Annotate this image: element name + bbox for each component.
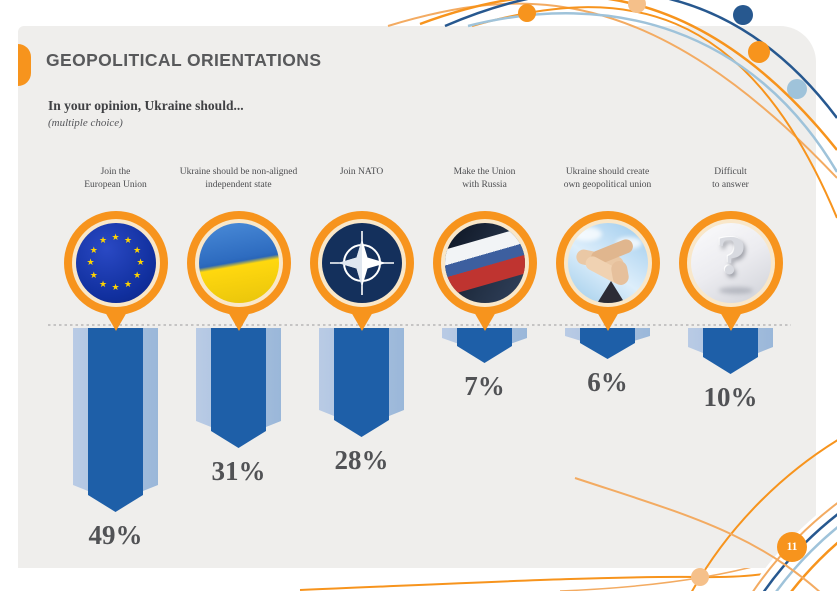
category-label: Difficult to answer: [669, 166, 792, 211]
ukraine-flag-icon: [198, 223, 279, 303]
category-label-line: independent state: [205, 179, 272, 190]
category-label: Ukraine should create own geopolitical un…: [546, 166, 669, 211]
eu-star-icon: ★: [89, 244, 98, 255]
eu-star-icon: ★: [98, 235, 108, 246]
category-label-line: with Russia: [462, 179, 507, 190]
category-label: Join the European Union: [54, 166, 177, 211]
content-panel: GEOPOLITICAL ORIENTATIONS In your opinio…: [18, 26, 816, 568]
page-number-badge: 11: [777, 532, 807, 562]
category-label: Join NATO: [300, 166, 423, 211]
pin-image: [198, 223, 279, 303]
value-label: 7%: [464, 371, 505, 401]
eu-star-icon: ★: [123, 235, 133, 246]
bar-3: [334, 328, 389, 437]
chart-column: Ukraine should create own geopolitical un…: [546, 166, 669, 331]
pin-circle: ?: [678, 211, 783, 315]
icon-pin: [309, 211, 414, 331]
cloud-shape: [571, 227, 602, 241]
pin-image: [567, 223, 648, 303]
category-label-line: Difficult: [714, 167, 747, 177]
chart-column: Ukraine should be non-aligned independent…: [177, 166, 300, 331]
value-label: 10%: [703, 382, 758, 412]
pin-pointer: [473, 312, 496, 331]
russia-flag-icon: [444, 223, 525, 303]
icon-pin: [555, 211, 660, 331]
nato-emblem-icon: [321, 223, 402, 303]
icon-pin: [186, 211, 291, 331]
pin-pointer: [596, 312, 619, 331]
question-mark-icon: ?: [690, 223, 771, 303]
pin-image: ★ ★ ★ ★ ★ ★ ★ ★ ★ ★ ★ ★: [75, 223, 156, 303]
pin-circle: [432, 211, 537, 315]
suit-shape: [595, 281, 626, 303]
category-label: Make the Union with Russia: [423, 166, 546, 211]
question-mark-glyph: ?: [716, 227, 746, 286]
pin-circle: [186, 211, 291, 315]
question-mark-shadow: [718, 287, 753, 294]
eu-star-icon: ★: [111, 232, 120, 242]
icon-pin: [432, 211, 537, 331]
category-label-line: Ukraine should create: [565, 167, 650, 177]
question-text: In your opinion, Ukraine should...: [48, 98, 244, 113]
bar-4: [457, 328, 512, 363]
pin-image: ?: [690, 223, 771, 303]
bar-1: [88, 328, 143, 512]
eu-star-icon: ★: [133, 269, 142, 280]
chart-columns: Join the European Union ★ ★ ★ ★ ★ ★ ★ ★ ★ ★ ★ ★ Ukrain…: [54, 166, 792, 331]
hands-stacked-icon: [567, 223, 648, 303]
orange-accent-shape: [18, 44, 31, 86]
value-label: 49%: [88, 520, 143, 550]
pin-pointer: [719, 312, 742, 331]
pin-pointer: [104, 312, 127, 331]
value-label: 6%: [587, 367, 628, 397]
eu-flag-icon: ★ ★ ★ ★ ★ ★ ★ ★ ★ ★ ★ ★: [75, 223, 156, 303]
eu-star-icon: ★: [133, 244, 142, 255]
pin-image: [321, 223, 402, 303]
value-label: 28%: [334, 445, 389, 475]
pin-image: [444, 223, 525, 303]
pin-circle: [309, 211, 414, 315]
decor-dot: [691, 568, 709, 586]
question-note: (multiple choice): [48, 117, 123, 129]
eu-star-icon: ★: [111, 282, 120, 292]
icon-pin: ?: [678, 211, 783, 331]
category-label-line: Make the Union: [453, 167, 516, 177]
chart-column: Join the European Union ★ ★ ★ ★ ★ ★ ★ ★ ★ ★ ★ ★: [54, 166, 177, 331]
russia-flag-stripes: [444, 226, 525, 296]
bar-5: [580, 328, 635, 359]
chart-column: Difficult to answer?: [669, 166, 792, 331]
category-label-line: Join NATO: [339, 167, 384, 177]
chart-column: Make the Union with Russia: [423, 166, 546, 331]
page-title: GEOPOLITICAL ORIENTATIONS: [46, 50, 322, 70]
eu-star-icon: ★: [89, 269, 98, 280]
decor-dot: [518, 4, 536, 22]
question-block: In your opinion, Ukraine should... (mult…: [48, 98, 244, 129]
pin-circle: ★ ★ ★ ★ ★ ★ ★ ★ ★ ★ ★ ★: [63, 211, 168, 315]
decor-dot: [733, 5, 753, 25]
bar-6: [703, 328, 758, 374]
pin-pointer: [350, 312, 373, 331]
bar-2: [211, 328, 266, 448]
value-label: 31%: [211, 456, 266, 486]
category-label-line: to answer: [712, 179, 749, 190]
eu-star-icon: ★: [136, 257, 145, 267]
category-label: Ukraine should be non-aligned independent…: [177, 166, 300, 211]
category-label-line: Join the: [100, 167, 131, 177]
eu-star-icon: ★: [123, 278, 133, 289]
icon-pin: ★ ★ ★ ★ ★ ★ ★ ★ ★ ★ ★ ★: [63, 211, 168, 331]
pin-pointer: [227, 312, 250, 331]
category-label-line: Ukraine should be non-aligned: [179, 167, 298, 177]
bars-chart: [48, 324, 791, 512]
eu-star-icon: ★: [86, 257, 95, 267]
decor-dot: [628, 0, 646, 13]
pin-circle: [555, 211, 660, 315]
chart-column: Join NATO: [300, 166, 423, 331]
eu-star-icon: ★: [98, 278, 108, 289]
category-label-line: own geopolitical union: [563, 179, 652, 190]
category-label-line: European Union: [84, 179, 147, 190]
